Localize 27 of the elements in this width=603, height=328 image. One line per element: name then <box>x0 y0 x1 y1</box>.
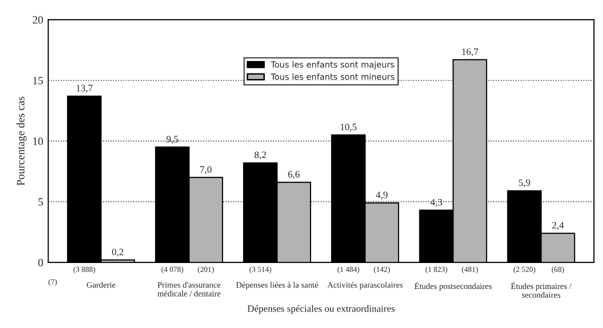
y-tick-label: 10 <box>33 138 43 146</box>
y-axis-title: Pourcentage des cas <box>16 96 27 186</box>
data-label: 16,7 <box>462 48 478 56</box>
data-label: 5,9 <box>518 180 530 188</box>
data-label: 8,2 <box>254 152 266 160</box>
data-label: 7,0 <box>200 166 212 174</box>
y-tick-label: 15 <box>33 76 43 84</box>
x-tick-label: Primes d'assurance médicale / dentaire <box>158 282 220 296</box>
legend-label: Tous les enfants sont mineurs <box>270 73 394 80</box>
data-label: 10,5 <box>340 124 357 132</box>
data-label: 4,3 <box>430 198 442 207</box>
data-label: 9,5 <box>166 136 178 144</box>
y-tick-label: 0 <box>38 258 43 266</box>
data-label: 13,7 <box>76 84 93 93</box>
data-label: 6,6 <box>288 171 300 179</box>
x-tick-label: Études primaires / secondaires <box>511 282 572 298</box>
x-tick-label: Garderie <box>86 282 116 288</box>
x-axis-title: Dépenses spéciales ou extraordinaires <box>248 305 395 314</box>
x-tick-label: Études postsecondaires <box>414 282 492 291</box>
data-label: 4,9 <box>376 192 388 200</box>
y-tick-label: 20 <box>32 16 43 24</box>
legend-label: Tous les enfants sont majeurs <box>270 61 394 70</box>
y-tick-label: 5 <box>38 198 43 206</box>
x-tick-label: Dépenses liées à la santé <box>236 282 318 290</box>
x-tick-label: Activités parascolaires <box>327 282 403 290</box>
data-label: 2,4 <box>552 222 564 230</box>
data-label: 0,2 <box>112 248 124 257</box>
